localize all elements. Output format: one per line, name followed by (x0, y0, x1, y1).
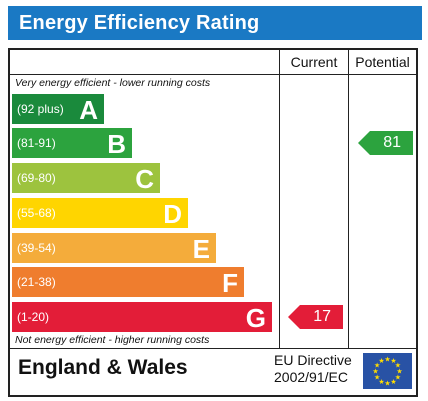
eu-star-icon: ★ (390, 357, 396, 365)
band-letter: F (222, 268, 238, 298)
current-rating-value: 17 (313, 308, 331, 325)
potential-column-left-divider (348, 50, 349, 348)
potential-column-header: Potential (355, 54, 410, 70)
current-marker-arrow (288, 305, 343, 329)
directive-line-2: 2002/91/EC (274, 369, 348, 385)
band-e: (39-54) E (12, 233, 216, 264)
eu-star-icon: ★ (378, 378, 384, 386)
page-title: Energy Efficiency Rating (19, 12, 260, 34)
current-column-left-divider (279, 50, 280, 348)
band-letter: B (107, 129, 126, 159)
potential-rating-marker: 81 (358, 131, 413, 155)
potential-marker-arrow (358, 131, 413, 155)
band-range: (55-68) (17, 206, 56, 220)
band-range: (92 plus) (17, 102, 64, 116)
rating-table: Current Potential Very energy efficient … (8, 48, 418, 397)
band-range: (69-80) (17, 171, 56, 185)
eu-directive: EU Directive 2002/91/EC (274, 352, 352, 386)
header-divider (10, 74, 416, 75)
eu-star-icon: ★ (395, 362, 401, 370)
efficient-note: Very energy efficient - lower running co… (15, 77, 211, 89)
band-a: (92 plus) A (12, 94, 104, 125)
eu-star-icon: ★ (374, 362, 380, 370)
inefficient-note: Not energy efficient - higher running co… (15, 334, 210, 346)
band-letter: A (79, 95, 98, 125)
eu-star-icon: ★ (378, 357, 384, 365)
eu-star-icon: ★ (384, 356, 390, 364)
title-bar: Energy Efficiency Rating (8, 6, 422, 40)
band-letter: D (163, 199, 182, 229)
current-column-header: Current (290, 54, 338, 70)
eu-star-icon: ★ (395, 374, 401, 382)
current-rating-marker: 17 (288, 305, 343, 329)
potential-rating-value: 81 (383, 134, 401, 151)
directive-line-1: EU Directive (274, 352, 352, 368)
band-c: (69-80) C (12, 163, 160, 194)
eu-star-icon: ★ (390, 378, 396, 386)
band-range: (81-91) (17, 136, 56, 150)
band-f: (21-38) F (12, 267, 244, 298)
band-range: (1-20) (17, 310, 50, 324)
band-letter: C (135, 164, 154, 194)
eu-star-icon: ★ (372, 368, 378, 376)
eu-star-icon: ★ (384, 380, 390, 388)
eu-star-icon: ★ (396, 368, 402, 376)
band-range: (21-38) (17, 275, 56, 289)
band-g: (1-20) G (12, 302, 272, 333)
band-d: (55-68) D (12, 198, 188, 229)
eu-flag-icon: ★ ★ ★ ★ ★ ★ ★ ★ ★ ★ ★ ★ (363, 353, 412, 389)
footer-divider (10, 348, 416, 349)
eu-star-icon: ★ (374, 374, 380, 382)
band-b: (81-91) B (12, 128, 132, 159)
band-range: (39-54) (17, 241, 56, 255)
band-letter: E (192, 234, 210, 264)
band-letter: G (245, 303, 266, 333)
country-label: England & Wales (18, 356, 188, 379)
